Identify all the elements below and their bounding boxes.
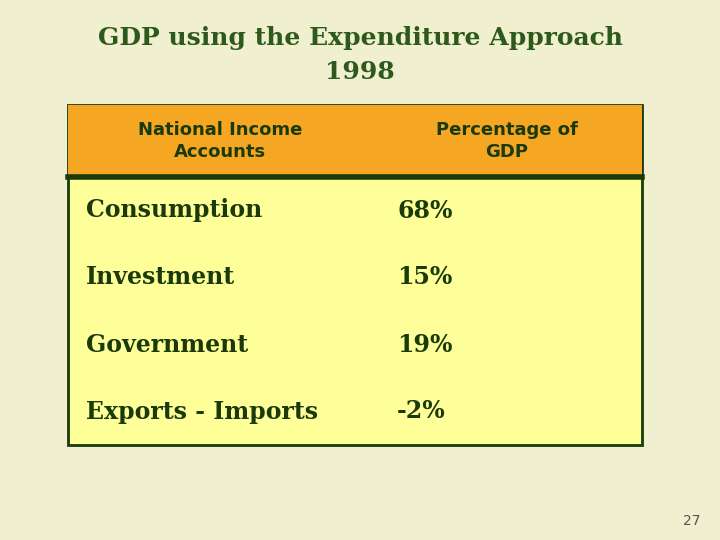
Text: GDP using the Expenditure Approach: GDP using the Expenditure Approach: [97, 26, 623, 50]
Text: Consumption: Consumption: [86, 199, 262, 222]
Text: 15%: 15%: [397, 266, 453, 289]
Text: 1998: 1998: [325, 60, 395, 84]
Text: Percentage of
GDP: Percentage of GDP: [436, 121, 578, 161]
Text: -2%: -2%: [397, 400, 446, 423]
Bar: [68, 105, 642, 177]
Text: 27: 27: [683, 514, 700, 528]
Bar: [68, 105, 642, 445]
Text: 68%: 68%: [397, 199, 453, 222]
Text: 19%: 19%: [397, 333, 453, 356]
Text: Investment: Investment: [86, 266, 235, 289]
Text: National Income
Accounts: National Income Accounts: [138, 121, 302, 161]
Text: Exports - Imports: Exports - Imports: [86, 400, 318, 423]
Text: Government: Government: [86, 333, 248, 356]
